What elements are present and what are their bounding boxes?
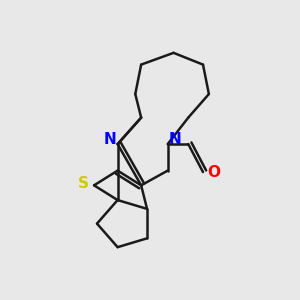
Text: S: S — [78, 176, 89, 191]
Text: N: N — [169, 132, 182, 147]
Text: O: O — [207, 165, 220, 180]
Text: N: N — [104, 132, 117, 147]
